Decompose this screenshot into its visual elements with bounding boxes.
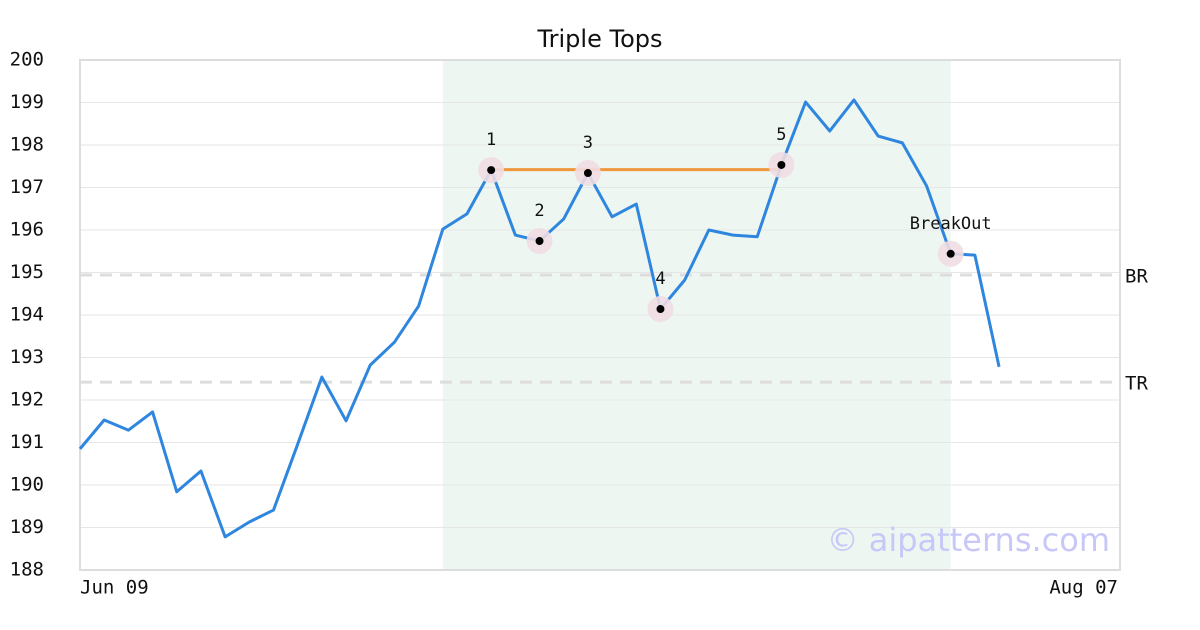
y-tick-label: 198: [10, 134, 44, 156]
point-marker: [583, 169, 592, 178]
y-tick-label: 200: [10, 49, 44, 71]
y-tick-label: 195: [10, 261, 44, 283]
point-marker: [946, 249, 955, 258]
y-tick-label: 199: [10, 91, 44, 113]
point-marker: [535, 237, 544, 246]
point-label: 3: [583, 133, 593, 153]
plot-frame: [79, 59, 1121, 571]
point-marker: [777, 160, 786, 169]
level-label: TR: [1125, 373, 1148, 395]
y-tick-label: 190: [10, 474, 44, 496]
y-tick-label: 191: [10, 431, 44, 453]
y-tick-label: 193: [10, 346, 44, 368]
point-label: 2: [534, 201, 544, 221]
y-tick-label: 188: [10, 559, 44, 581]
y-tick-label: 194: [10, 304, 44, 326]
y-tick-label: 189: [10, 516, 44, 538]
point-marker: [656, 305, 665, 314]
point-label: BreakOut: [910, 214, 992, 234]
point-label: 4: [655, 269, 665, 289]
x-tick-label: Aug 07: [1049, 577, 1118, 599]
x-tick-label: Jun 09: [80, 577, 149, 599]
watermark: © aipatterns.com: [827, 521, 1110, 559]
y-tick-label: 197: [10, 176, 44, 198]
chart-title: Triple Tops: [537, 25, 663, 53]
level-label: BR: [1125, 266, 1148, 288]
y-tick-label: 196: [10, 219, 44, 241]
point-label: 5: [776, 125, 786, 145]
point-marker: [487, 166, 496, 175]
point-label: 1: [486, 130, 496, 150]
y-tick-label: 192: [10, 389, 44, 411]
